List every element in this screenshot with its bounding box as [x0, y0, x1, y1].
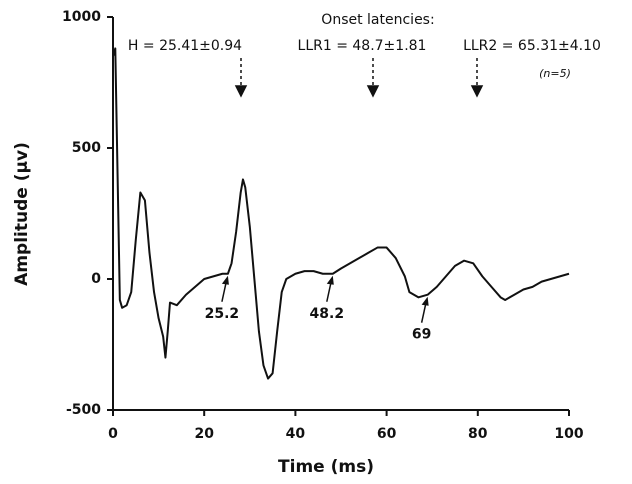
point-arrowhead — [421, 296, 429, 306]
x-tick-label: 80 — [468, 426, 488, 442]
y-tick-label: 0 — [91, 271, 101, 287]
y-axis-label: Amplitude (µv) — [12, 142, 32, 286]
x-axis-label: Time (ms) — [278, 457, 374, 477]
x-tick-label: 0 — [108, 426, 118, 442]
annotation: H = 25.41±0.94 — [128, 38, 242, 54]
annotation: Onset latencies: — [321, 12, 434, 28]
annotation: LLR2 = 65.31±4.10 — [463, 38, 601, 54]
y-tick-label: -500 — [66, 402, 101, 418]
point-label: 69 — [412, 327, 431, 343]
point-arrowhead — [326, 275, 334, 285]
x-tick-label: 20 — [194, 426, 214, 442]
x-tick-label: 60 — [377, 426, 397, 442]
point-arrowhead — [221, 275, 229, 285]
annotation: LLR1 = 48.7±1.81 — [298, 38, 427, 54]
line — [112, 47, 570, 380]
point-label: 25.2 — [205, 306, 240, 322]
point-label: 48.2 — [310, 306, 345, 322]
y-tick-label: 1000 — [62, 9, 101, 25]
onset-arrows — [234, 58, 484, 98]
annotation: (n=5) — [539, 67, 571, 80]
y-tick-label: 500 — [72, 140, 101, 156]
x-tick-label: 100 — [554, 426, 583, 442]
x-tick-label: 40 — [286, 426, 306, 442]
